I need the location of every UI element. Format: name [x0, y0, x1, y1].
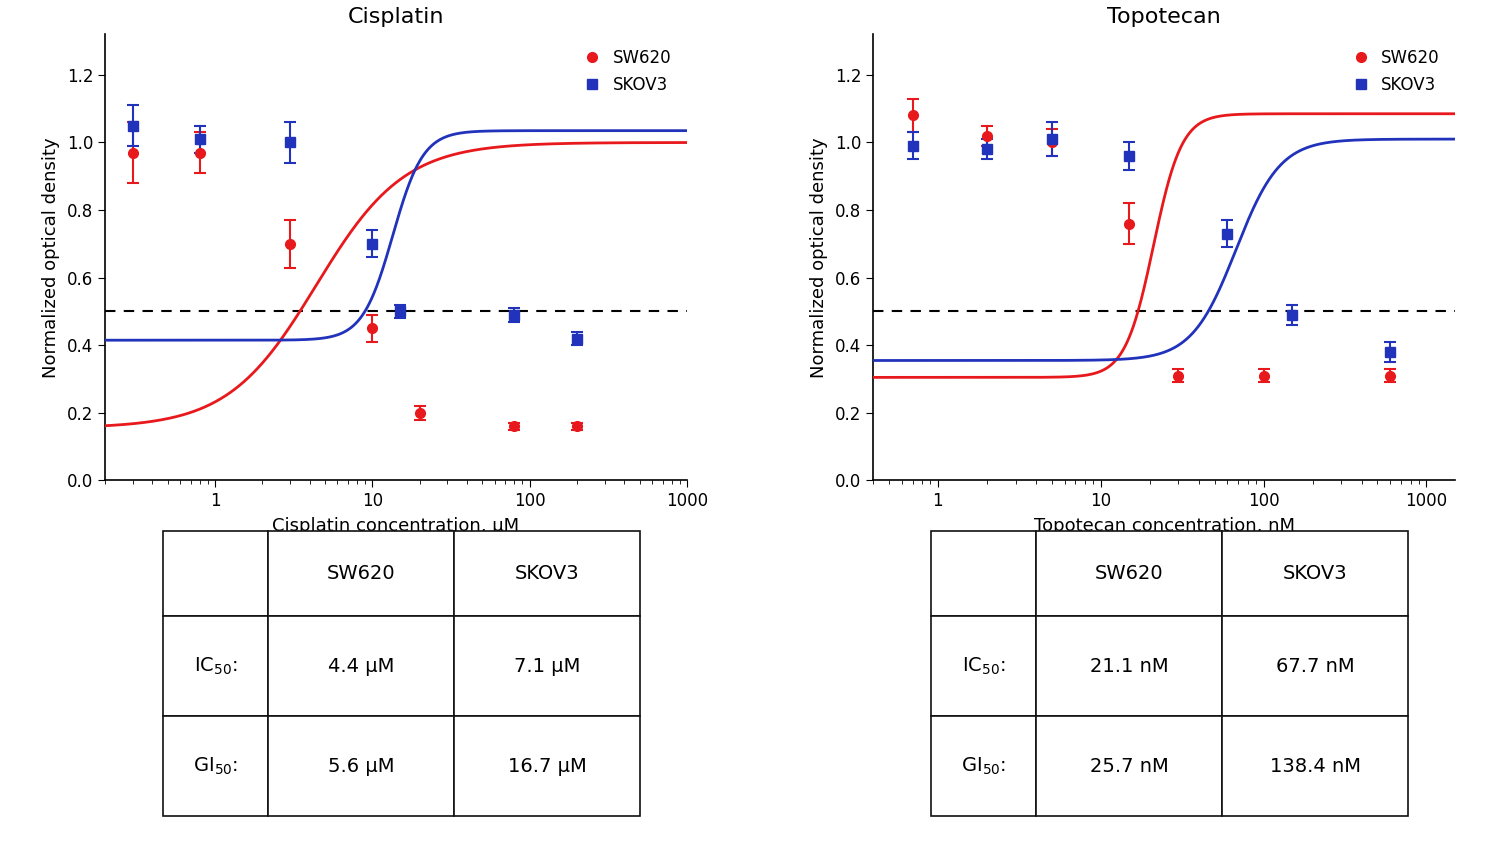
Title: Topotecan: Topotecan [1107, 7, 1221, 27]
Text: SW620: SW620 [1095, 564, 1164, 583]
Text: SW620: SW620 [327, 564, 396, 583]
SKOV3 [123, 120, 141, 130]
Text: SKOV3: SKOV3 [514, 564, 579, 583]
SW620 [411, 408, 429, 418]
SW620 [568, 421, 586, 432]
Y-axis label: Normalized optical density: Normalized optical density [810, 137, 828, 378]
X-axis label: Topotecan concentration, nM: Topotecan concentration, nM [1034, 517, 1294, 535]
SW620 [506, 421, 524, 432]
Legend: SW620, SKOV3: SW620, SKOV3 [573, 43, 678, 100]
Text: 67.7 nM: 67.7 nM [1276, 657, 1354, 676]
Bar [454, 616, 640, 716]
Bar [1036, 616, 1222, 716]
SKOV3 [363, 239, 381, 249]
Text: 25.7 nM: 25.7 nM [1090, 757, 1168, 776]
Bar [164, 530, 268, 616]
Bar [164, 616, 268, 716]
SKOV3 [903, 141, 921, 151]
Bar [1036, 530, 1222, 616]
Text: 16.7 μM: 16.7 μM [509, 757, 586, 776]
Line: SKOV3: SKOV3 [908, 134, 1395, 357]
Line: SW620: SW620 [128, 148, 582, 432]
Bar [268, 716, 454, 816]
SW620 [903, 111, 921, 121]
Title: Cisplatin: Cisplatin [348, 7, 444, 27]
Bar [454, 716, 640, 816]
Bar [932, 716, 1036, 816]
Bar [164, 716, 268, 816]
Text: 7.1 μM: 7.1 μM [514, 657, 580, 676]
SKOV3 [1120, 151, 1138, 161]
Bar [1222, 616, 1408, 716]
SW620 [1042, 137, 1060, 148]
Text: $\mathrm{IC_{50}}$:: $\mathrm{IC_{50}}$: [194, 656, 237, 677]
Bar [1222, 716, 1408, 816]
Text: SKOV3: SKOV3 [1282, 564, 1347, 583]
SW620 [978, 130, 996, 141]
SKOV3 [506, 310, 524, 320]
Bar [1036, 716, 1222, 816]
SKOV3 [1282, 310, 1300, 320]
SW620 [123, 148, 141, 158]
SW620 [1170, 371, 1188, 381]
SKOV3 [280, 137, 298, 148]
SKOV3 [1042, 134, 1060, 144]
Bar [454, 530, 640, 616]
SKOV3 [978, 144, 996, 154]
Text: $\mathrm{IC_{50}}$:: $\mathrm{IC_{50}}$: [962, 656, 1005, 677]
Bar [1222, 530, 1408, 616]
Y-axis label: Normalized optical density: Normalized optical density [42, 137, 60, 378]
SW620 [363, 323, 381, 334]
Text: $\mathrm{GI_{50}}$:: $\mathrm{GI_{50}}$: [194, 756, 238, 777]
SW620 [1254, 371, 1272, 381]
Line: SKOV3: SKOV3 [128, 121, 582, 343]
SKOV3 [1218, 228, 1236, 239]
X-axis label: Cisplatin concentration, μM: Cisplatin concentration, μM [273, 517, 519, 535]
SW620 [1382, 371, 1400, 381]
Text: 4.4 μM: 4.4 μM [328, 657, 394, 676]
Text: $\mathrm{GI_{50}}$:: $\mathrm{GI_{50}}$: [962, 756, 1006, 777]
SKOV3 [392, 306, 410, 317]
SKOV3 [1382, 347, 1400, 357]
Legend: SW620, SKOV3: SW620, SKOV3 [1341, 43, 1446, 100]
SW620 [190, 148, 208, 158]
SW620 [1120, 219, 1138, 229]
Bar [268, 530, 454, 616]
Text: 21.1 nM: 21.1 nM [1090, 657, 1168, 676]
Line: SW620: SW620 [908, 111, 1395, 381]
SW620 [280, 239, 298, 249]
Text: 138.4 nM: 138.4 nM [1270, 757, 1360, 776]
Bar [932, 530, 1036, 616]
SKOV3 [568, 334, 586, 344]
SKOV3 [190, 134, 208, 144]
Bar [932, 616, 1036, 716]
Bar [268, 616, 454, 716]
Text: 5.6 μM: 5.6 μM [328, 757, 394, 776]
